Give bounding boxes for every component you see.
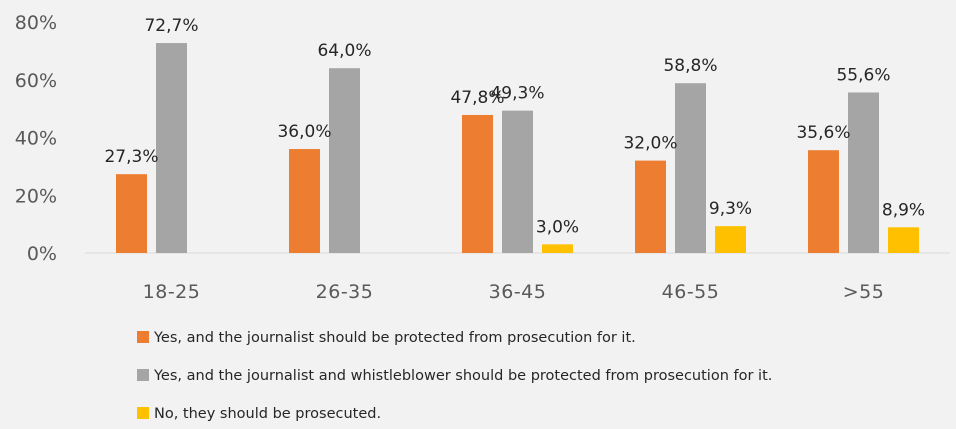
- bar: [289, 149, 320, 253]
- bar: [848, 92, 879, 253]
- bar: [542, 244, 573, 253]
- data-label: 3,0%: [536, 217, 579, 237]
- bar: [808, 150, 839, 253]
- data-label: 8,9%: [882, 200, 925, 220]
- data-label: 49,3%: [490, 84, 544, 104]
- x-tick-label: 18-25: [143, 281, 201, 303]
- x-tick-label: 26-35: [316, 281, 374, 303]
- legend-swatch: [137, 407, 149, 419]
- data-label: 58,8%: [663, 56, 717, 76]
- bar: [156, 43, 187, 253]
- bar: [116, 174, 147, 253]
- data-label: 9,3%: [709, 199, 752, 219]
- data-labels: 27,3% 72,7% 36,0% 64,0% 47,8%49,3% 3,0% 32,0% 5…: [104, 16, 925, 237]
- y-tick-label: 80%: [15, 12, 57, 34]
- data-label: 27,3%: [104, 147, 158, 167]
- bar: [462, 114, 493, 253]
- bar: [715, 226, 746, 253]
- x-tick-label: >55: [843, 281, 885, 303]
- bar: [502, 110, 533, 254]
- legend-entry: No, they should be prosecuted.: [154, 406, 381, 422]
- y-tick-label: 40%: [15, 128, 57, 150]
- data-label: 36,0%: [277, 122, 331, 142]
- data-label: 32,0%: [623, 134, 677, 154]
- data-label: 35,6%: [796, 123, 850, 143]
- legend-entry: Yes, and the journalist should be protec…: [153, 330, 636, 346]
- bars: [116, 43, 919, 254]
- legend: Yes, and the journalist should be protec…: [137, 330, 772, 422]
- y-tick-label: 20%: [15, 185, 57, 207]
- bar: [888, 227, 919, 253]
- bar: [329, 68, 360, 253]
- data-label: 72,7%: [144, 16, 198, 36]
- legend-swatch: [137, 331, 149, 343]
- bar: [635, 160, 666, 253]
- legend-entry: Yes, and the journalist and whistleblowe…: [153, 368, 772, 384]
- x-tick-label: 46-55: [662, 281, 720, 303]
- y-axis-ticks: 0% 20% 40% 60% 80%: [15, 12, 57, 265]
- data-label: 64,0%: [317, 41, 371, 61]
- y-tick-label: 0%: [27, 243, 57, 265]
- data-label: 47,8%: [450, 88, 504, 108]
- x-tick-label: 36-45: [489, 281, 547, 303]
- bar: [675, 83, 706, 253]
- x-axis-categories: 18-25 26-35 36-45 46-55 >55: [143, 281, 885, 303]
- legend-swatch: [137, 369, 149, 381]
- y-tick-label: 60%: [15, 70, 57, 92]
- data-label: 55,6%: [836, 65, 890, 85]
